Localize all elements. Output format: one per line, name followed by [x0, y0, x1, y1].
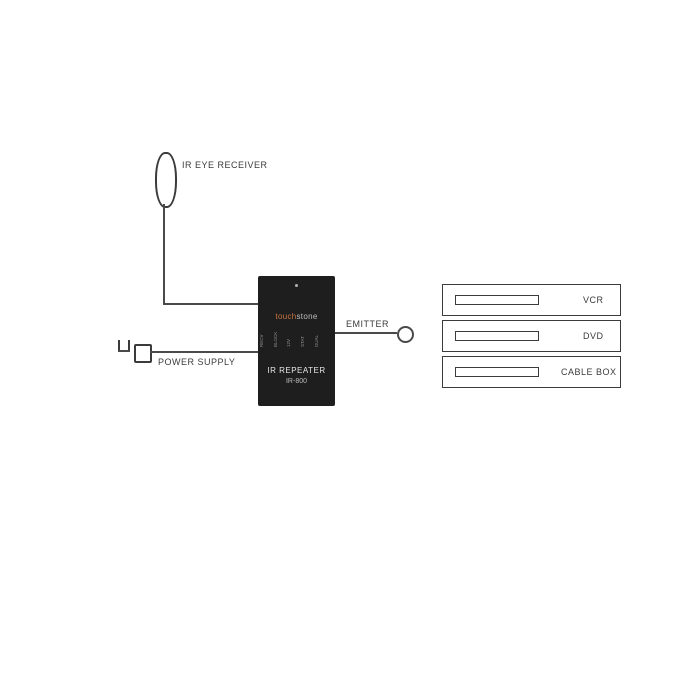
emitter-ring-icon [397, 326, 414, 343]
power-supply-label: POWER SUPPLY [158, 357, 235, 367]
av-slot [455, 331, 539, 341]
repeater-model: IR-800 [258, 378, 335, 385]
emitter-label: EMITTER [346, 319, 389, 329]
plug-prong-cross [118, 350, 130, 352]
diagram-canvas: IR EYE RECEIVER POWER SUPPLY touchstone … [0, 0, 700, 700]
repeater-brand-first: touch [275, 312, 296, 321]
ir-eye-label: IR EYE RECEIVER [182, 160, 268, 170]
wire-power-horizontal [150, 351, 258, 353]
av-label-dvd: DVD [583, 331, 604, 341]
repeater-ports-row: RECV BLOCK 12V STAT DUAL [258, 334, 335, 354]
repeater-led-icon [295, 284, 298, 287]
av-box-cablebox: CABLE BOX [442, 356, 621, 388]
av-slot [455, 295, 539, 305]
repeater-title: IR REPEATER [258, 366, 335, 375]
power-plug-body [134, 344, 152, 363]
wire-ir-eye-vertical [163, 204, 165, 305]
av-box-vcr: VCR [442, 284, 621, 316]
ir-repeater-box: touchstone RECV BLOCK 12V STAT DUAL IR R… [258, 276, 335, 406]
repeater-port-label: DUAL [314, 341, 334, 347]
av-label-cablebox: CABLE BOX [561, 367, 617, 377]
ir-eye-receiver-shape [155, 152, 177, 208]
wire-emitter-horizontal [335, 332, 397, 334]
av-box-dvd: DVD [442, 320, 621, 352]
av-slot [455, 367, 539, 377]
av-label-vcr: VCR [583, 295, 604, 305]
repeater-brand-second: stone [297, 312, 318, 321]
wire-ir-eye-horizontal [163, 303, 258, 305]
